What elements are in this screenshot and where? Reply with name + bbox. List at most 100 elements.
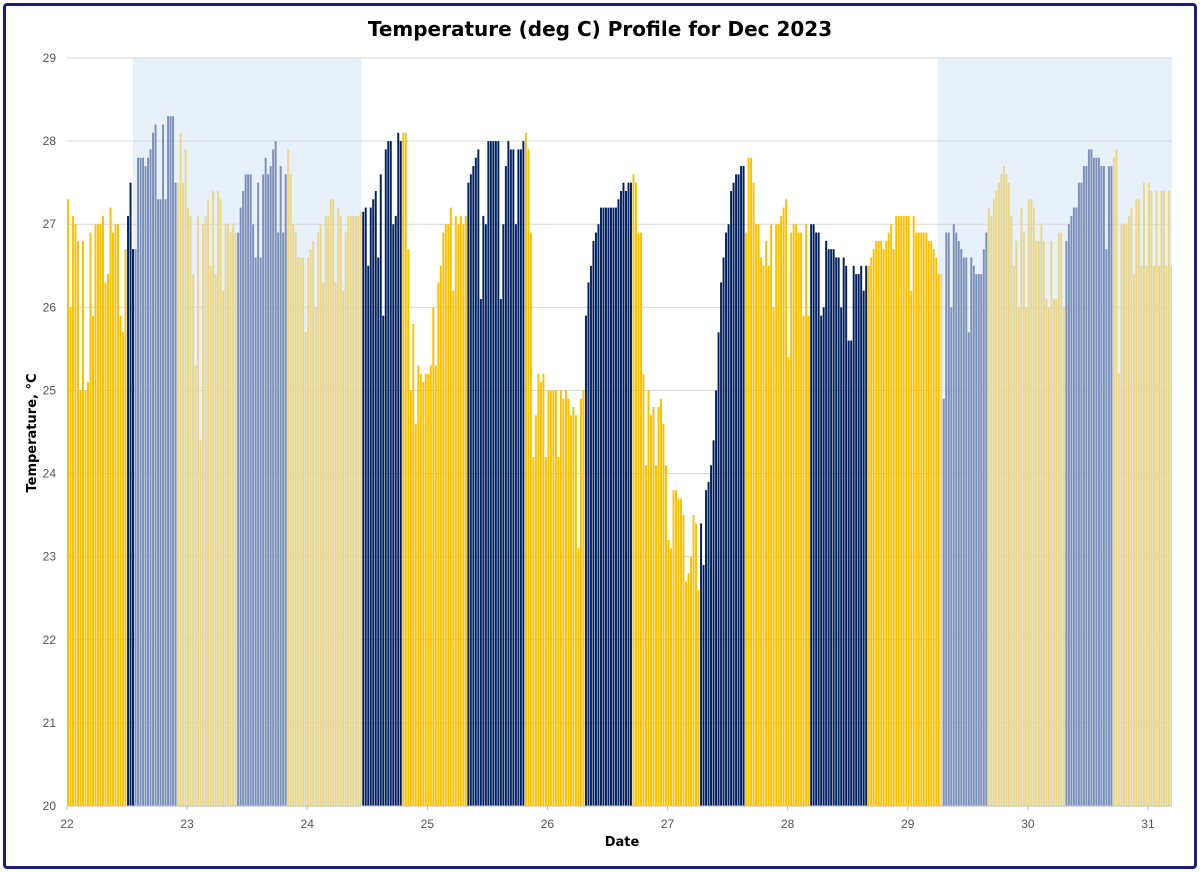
- bar: [139, 157, 142, 806]
- bar: [1150, 190, 1153, 806]
- bar: [870, 257, 873, 806]
- bar: [349, 215, 352, 806]
- bar: [514, 224, 517, 806]
- bar: [862, 290, 865, 806]
- bar: [1112, 157, 1115, 806]
- bar: [334, 282, 337, 806]
- bar: [247, 174, 250, 806]
- bar: [449, 207, 452, 807]
- bar: [137, 157, 140, 806]
- bar: [660, 398, 662, 806]
- bar: [817, 232, 820, 807]
- bar: [272, 149, 275, 806]
- bar: [1167, 190, 1170, 806]
- bar: [650, 415, 652, 806]
- bar: [792, 224, 795, 806]
- bar: [534, 415, 537, 806]
- bar: [239, 207, 242, 807]
- x-tick-label: 24: [301, 817, 315, 831]
- x-tick-label: 28: [781, 817, 795, 831]
- bar: [364, 207, 367, 807]
- bar: [174, 182, 177, 806]
- bar: [785, 199, 788, 807]
- bar: [1157, 265, 1160, 806]
- bar: [1037, 240, 1040, 806]
- bar: [369, 207, 372, 807]
- bar: [159, 199, 162, 807]
- bar: [707, 481, 710, 806]
- bar: [962, 257, 965, 806]
- bar: [872, 249, 875, 807]
- bar: [767, 265, 770, 806]
- bar: [782, 207, 785, 807]
- bar: [127, 215, 130, 806]
- bar: [645, 465, 647, 806]
- bar: [477, 149, 480, 806]
- bar: [670, 548, 672, 806]
- bar: [1052, 299, 1055, 806]
- bar: [304, 332, 307, 806]
- bar: [464, 215, 467, 806]
- bar: [432, 307, 435, 806]
- bar: [885, 240, 888, 806]
- bar: [907, 215, 910, 806]
- bar: [1090, 149, 1093, 806]
- bar: [522, 141, 525, 807]
- bar: [1050, 240, 1053, 806]
- y-tick-label: 24: [43, 467, 57, 481]
- bar: [905, 215, 908, 806]
- bar: [910, 290, 913, 806]
- bar: [1015, 240, 1018, 806]
- bar: [409, 390, 412, 806]
- bar: [344, 232, 347, 807]
- bar: [1012, 265, 1015, 806]
- bar: [1032, 207, 1035, 807]
- bar: [232, 224, 235, 806]
- bar: [937, 274, 940, 807]
- bar: [149, 149, 152, 806]
- bar: [1107, 166, 1110, 807]
- bar: [992, 199, 995, 807]
- bar: [532, 456, 535, 806]
- bar: [880, 240, 883, 806]
- bar: [497, 141, 500, 807]
- bar: [842, 257, 845, 806]
- bar: [640, 232, 642, 807]
- bar: [702, 564, 705, 806]
- bar: [294, 232, 297, 807]
- bar: [312, 240, 315, 806]
- bar: [732, 182, 735, 806]
- y-ticks: 20 21 22 23 24 25 26 27 28 29: [43, 51, 57, 813]
- bar: [672, 490, 675, 806]
- bar: [219, 199, 222, 807]
- x-tick-label: 27: [661, 817, 675, 831]
- bar: [614, 207, 617, 807]
- bar: [169, 116, 172, 806]
- x-tick-label: 22: [60, 817, 74, 831]
- bar: [492, 141, 495, 807]
- bar: [642, 373, 645, 806]
- bar: [502, 224, 505, 806]
- bar: [630, 182, 632, 806]
- bar: [680, 498, 682, 806]
- bar: [795, 224, 798, 806]
- bar: [1057, 232, 1060, 807]
- bar: [214, 274, 217, 807]
- bar: [132, 249, 135, 807]
- bar: [947, 232, 950, 807]
- bar: [279, 166, 282, 807]
- bar: [1110, 166, 1113, 807]
- y-tick-label: 21: [43, 716, 57, 730]
- bar: [597, 224, 600, 806]
- bar: [92, 315, 94, 806]
- bar: [147, 157, 150, 806]
- bar: [82, 240, 84, 806]
- y-tick-label: 20: [43, 799, 57, 813]
- bar: [134, 249, 137, 807]
- bar: [945, 232, 948, 807]
- bar: [882, 249, 885, 807]
- bar: [877, 240, 880, 806]
- bar: [690, 556, 693, 806]
- bar: [469, 174, 472, 806]
- bar: [284, 174, 287, 806]
